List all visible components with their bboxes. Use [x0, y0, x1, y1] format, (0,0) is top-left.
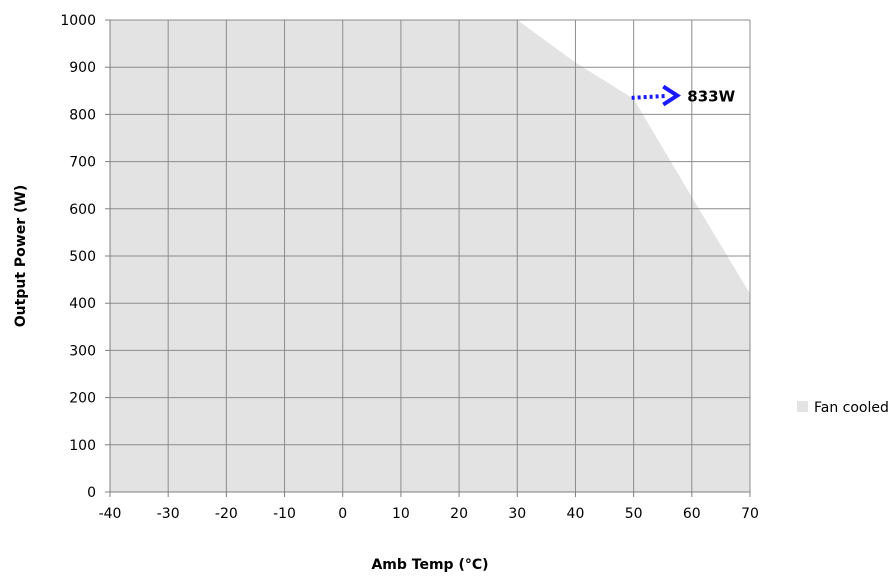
x-tick-label: -10	[273, 506, 296, 522]
x-tick-labels: -40 -30 -20 -10 0 10 20 30 40 50 60 70	[99, 506, 759, 522]
y-tick-label: 0	[87, 485, 96, 501]
y-tick-label: 700	[69, 155, 96, 171]
x-tick-label: 40	[567, 506, 585, 522]
legend: Fan cooled	[797, 400, 889, 416]
axes	[105, 19, 751, 497]
x-tick-label: -40	[99, 506, 122, 522]
annotation-label: 833W	[687, 88, 735, 106]
annotation-arrow-head	[662, 84, 681, 107]
x-tick-label: 30	[508, 506, 526, 522]
legend-swatch-fan-cooled	[797, 401, 808, 412]
y-tick-labels: 0 100 200 300 400 500 600 700 800 900 1000	[60, 13, 96, 501]
y-tick-label: 1000	[60, 13, 96, 29]
x-axis-title: Amb Temp (°C)	[371, 557, 488, 573]
y-axis-title: Output Power (W)	[13, 185, 29, 327]
y-tick-label: 800	[69, 107, 96, 123]
y-tick-label: 100	[69, 438, 96, 454]
y-tick-label: 400	[69, 296, 96, 312]
legend-label-fan-cooled: Fan cooled	[814, 400, 889, 416]
x-tick-label: -30	[157, 506, 180, 522]
y-tick-label: 900	[69, 60, 96, 76]
x-tick-label: 50	[625, 506, 643, 522]
y-tick-label: 200	[69, 391, 96, 407]
grid-lines	[110, 19, 751, 492]
annotation: 833W	[631, 84, 736, 107]
x-tick-label: 20	[450, 506, 468, 522]
x-tick-label: 0	[338, 506, 347, 522]
y-tick-label: 600	[69, 202, 96, 218]
x-tick-label: 10	[392, 506, 410, 522]
y-tick-label: 500	[69, 249, 96, 265]
x-tick-label: -20	[215, 506, 238, 522]
y-tick-label: 300	[69, 343, 96, 359]
x-tick-label: 60	[683, 506, 701, 522]
x-tick-label: 70	[741, 506, 759, 522]
